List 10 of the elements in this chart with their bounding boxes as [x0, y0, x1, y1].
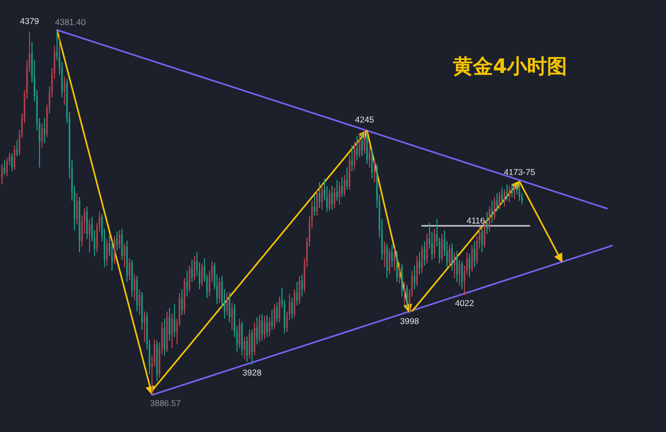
annotation: 4022 — [455, 298, 474, 308]
annotation: 4116 — [466, 215, 486, 226]
annotation: 4379 — [20, 16, 40, 26]
annotation: 4245 — [355, 114, 374, 125]
annotation: 3886.57 — [150, 398, 181, 408]
text: 黄金4小时图 — [452, 54, 567, 78]
annotation: 3928 — [242, 367, 262, 378]
annotation: 4173-75 — [504, 166, 536, 177]
annotation: 3998 — [400, 316, 420, 326]
annotation: 4381.40 — [55, 17, 86, 27]
